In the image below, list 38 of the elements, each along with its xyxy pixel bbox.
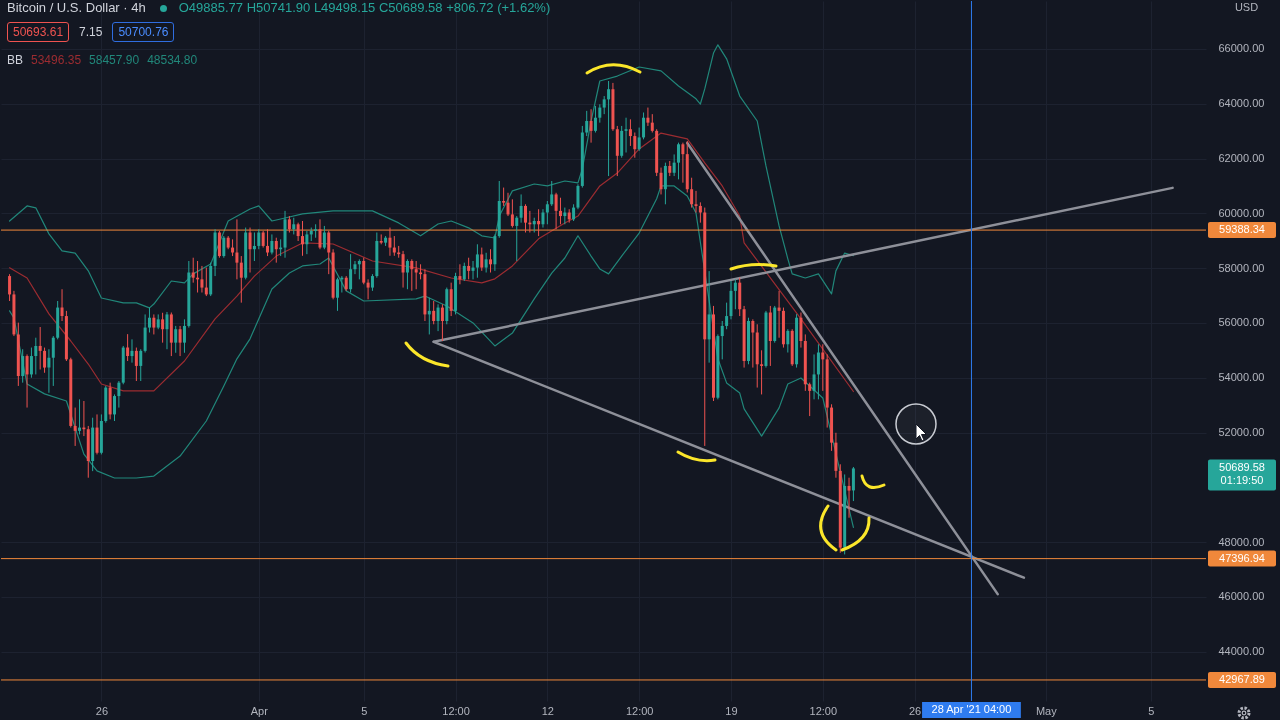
x-tick-label: 5 [361, 704, 368, 717]
annotation: 53496.35 [31, 53, 82, 67]
text: 50689.58 [1219, 461, 1265, 474]
annotation: BB [7, 53, 24, 67]
x-tick-label: 12:00 [442, 704, 470, 717]
annotation: 50700.76 [112, 22, 175, 42]
y-tick-label: 64000.00 [1218, 97, 1265, 110]
y-tick-label: 46000.00 [1218, 590, 1265, 603]
y-tick-label: 54000.00 [1218, 371, 1265, 384]
annotation: 7.15 [79, 25, 103, 39]
y-tick-label: 44000.00 [1218, 645, 1265, 658]
y-tick-label: 48000.00 [1218, 535, 1265, 548]
x-tick-label: 26 [95, 704, 109, 717]
annotation: 58457.90 [89, 53, 140, 67]
x-tick-label: Apr [250, 704, 269, 717]
y-tick-label: 66000.00 [1218, 42, 1265, 55]
y-tick-label: 56000.00 [1218, 316, 1265, 329]
text: 01:19:50 [1220, 474, 1264, 487]
ref-line-label: 47396.94 [1219, 551, 1265, 564]
ref-line-label: 28 Apr '21 04:00 [931, 703, 1012, 715]
y-axis-title: USD [1234, 0, 1259, 13]
x-tick-label: 19 [725, 704, 738, 717]
x-tick-label: 5 [1148, 704, 1155, 717]
ref-line-label: 59388.34 [1219, 223, 1265, 236]
x-tick-label: 12:00 [625, 704, 654, 717]
ref-line-label: 42967.89 [1219, 672, 1265, 685]
y-tick-label: 52000.00 [1218, 426, 1265, 439]
y-tick-label: 62000.00 [1218, 152, 1265, 165]
annotation: 50693.61 [7, 22, 70, 42]
chart-title: Bitcoin / U.S. Dollar · 4h [7, 0, 146, 16]
x-tick-label: 12:00 [809, 704, 838, 717]
y-tick-label: 60000.00 [1218, 206, 1265, 219]
x-tick-label: May [1035, 704, 1058, 717]
annotation: 48534.80 [147, 53, 198, 67]
x-tick-label: 12 [541, 704, 554, 717]
chart-subtitle: O49885.77 H50741.90 L49498.15 C50689.58 +806.72 (+1.62%) [178, 0, 551, 16]
y-tick-label: 58000.00 [1218, 261, 1265, 274]
x-tick-label: 26 [908, 704, 922, 717]
